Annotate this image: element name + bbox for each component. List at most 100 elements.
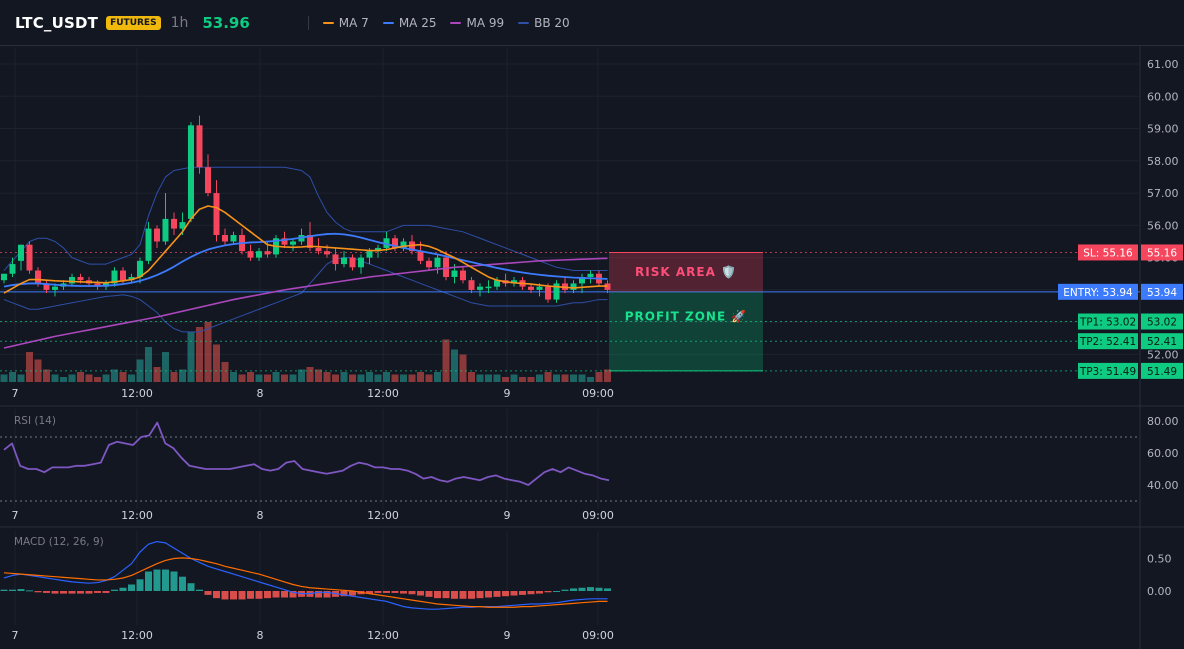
macd-histogram-bar — [536, 591, 543, 594]
candle-body — [290, 241, 296, 245]
macd-histogram-bar — [68, 591, 76, 594]
ma99-swatch — [450, 21, 462, 24]
legend-ma25[interactable]: MA 25 — [382, 16, 436, 30]
volume-bar — [170, 372, 178, 382]
candle-body — [1, 273, 7, 281]
last-price: 53.96 — [202, 13, 250, 32]
volume-bar — [0, 374, 8, 382]
macd-histogram-bar — [204, 591, 212, 595]
time-tick-label: 8 — [257, 629, 264, 642]
level-tag-label: SL: 55.16 — [1083, 247, 1133, 259]
candle-body — [128, 276, 135, 281]
candle-body — [417, 251, 424, 261]
volume-bar — [451, 349, 458, 382]
macd-histogram-bar — [400, 591, 407, 594]
volume-bar — [493, 374, 501, 382]
time-tick-label: 09:00 — [582, 387, 614, 400]
candle-body — [451, 270, 458, 277]
volume-bar — [298, 369, 305, 382]
level-tag-bg — [1078, 313, 1138, 330]
candle-body — [247, 251, 254, 258]
symbol-name[interactable]: LTC_USDT — [15, 13, 99, 32]
time-tick-label: 9 — [504, 629, 511, 642]
volume-bar — [485, 374, 492, 382]
volume-bar — [111, 369, 118, 382]
volume-bar — [587, 377, 594, 382]
macd-histogram-bar — [162, 569, 169, 591]
candle-body — [349, 257, 356, 268]
candle-body — [35, 270, 41, 284]
candle-body — [315, 247, 322, 252]
macd-histogram-bar — [451, 591, 458, 599]
macd-histogram-bar — [323, 591, 331, 598]
macd-histogram-bar — [119, 587, 127, 591]
ma25-swatch — [382, 21, 394, 24]
macd-histogram-bar — [340, 591, 348, 597]
volume-bar — [85, 374, 93, 382]
volume-bar — [391, 374, 399, 382]
candle-body — [120, 270, 126, 281]
ma25-line — [3, 232, 608, 288]
candle-body — [9, 264, 16, 274]
legend-bb20-label: BB 20 — [534, 15, 570, 30]
rsi-tick-label: 60.00 — [1147, 447, 1179, 460]
volume-bar — [570, 374, 577, 382]
level-tag-label: TP1: 53.02 — [1079, 317, 1136, 329]
volume-bar — [26, 352, 33, 382]
volume-bar — [366, 372, 373, 382]
time-tick-label: 12:00 — [121, 509, 153, 522]
level-tag-label: ENTRY: 53.94 — [1063, 287, 1133, 299]
time-tick-label: 7 — [12, 509, 19, 522]
macd-histogram-bar — [315, 591, 322, 598]
candle-body — [111, 270, 118, 284]
timeframe-selector[interactable]: 1h — [170, 14, 189, 31]
price-axis-tag-bg — [1141, 283, 1183, 300]
candle-body — [528, 286, 534, 290]
legend-ma7[interactable]: MA 7 — [322, 16, 369, 30]
time-tick-label: 09:00 — [582, 509, 614, 522]
macd-title: MACD (12, 26, 9) — [14, 536, 104, 548]
candle-body — [77, 276, 84, 281]
time-tick-label: 12:00 — [121, 629, 153, 642]
candle-body — [171, 218, 177, 229]
time-tick-label: 9 — [504, 509, 511, 522]
volume-bar — [519, 377, 526, 382]
candle-body — [281, 238, 288, 245]
rsi-line — [3, 421, 610, 486]
volume-bar — [578, 374, 586, 382]
macd-signal-line — [3, 557, 608, 608]
time-tick-label: 7 — [12, 387, 19, 400]
candle-body — [545, 286, 551, 300]
macd-histogram-bar — [281, 591, 288, 598]
volume-bar — [595, 372, 603, 382]
candle-body — [137, 260, 143, 277]
macd-histogram-bar — [434, 591, 441, 599]
candle-body — [477, 286, 483, 290]
legend-bb20[interactable]: BB 20 — [518, 16, 570, 30]
volume-bar — [196, 327, 203, 382]
macd-histogram-bar — [17, 589, 25, 591]
volume-bar — [400, 374, 407, 382]
macd-histogram-bar — [153, 569, 161, 591]
legend-ma99[interactable]: MA 99 — [450, 16, 504, 30]
macd-histogram-bar — [587, 587, 594, 591]
price-tick-label: 58.00 — [1147, 155, 1179, 168]
macd-histogram-bar — [187, 583, 195, 591]
volume-bar — [264, 374, 271, 382]
macd-histogram-bar — [417, 591, 424, 596]
candle-body — [222, 235, 228, 242]
candle-body — [179, 222, 186, 229]
risk-area-label: RISK AREA 🛡️ — [635, 265, 737, 279]
time-tick-label: 12:00 — [367, 509, 399, 522]
candle-body — [409, 241, 415, 252]
macd-histogram-bar — [510, 591, 518, 596]
volume-bar — [527, 377, 535, 382]
price-axis-tag-value: 51.49 — [1147, 366, 1177, 378]
volume-bar — [349, 374, 356, 382]
volume-bar — [68, 374, 76, 382]
macd-histogram-bar — [43, 591, 50, 593]
level-tag-bg — [1078, 362, 1138, 379]
candle-body — [587, 273, 594, 277]
bb-upper-line — [3, 166, 608, 272]
